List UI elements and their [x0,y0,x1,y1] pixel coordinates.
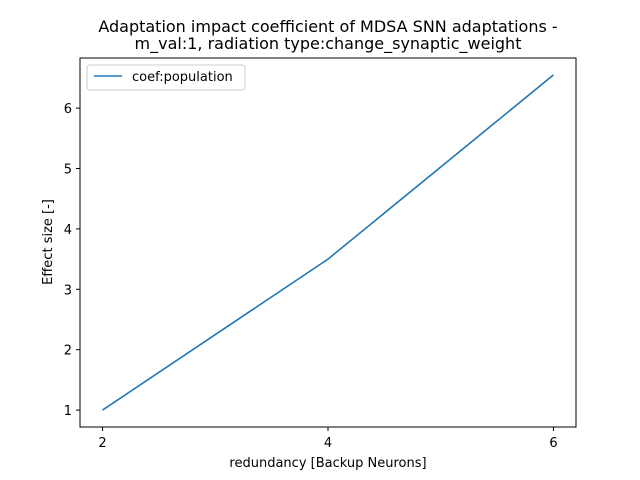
series-line-coef-population [102,74,554,411]
legend-box [86,64,246,91]
x-tick-label: 6 [549,436,557,451]
y-axis-label: Effect size [-] [41,199,56,285]
y-tick-label: 3 [64,283,72,298]
y-tick-label: 2 [64,344,72,359]
y-tick-label: 4 [64,223,72,238]
x-axis-ticks: 2 4 6 [98,427,558,451]
y-tick-label: 5 [64,163,72,178]
x-tick-label: 2 [98,436,106,451]
legend-label-coef-population: coef:population [132,70,233,85]
legend: coef:population [86,64,246,91]
x-tick-label: 4 [324,436,332,451]
chart-title-line-2: m_val:1, radiation type:change_synaptic_… [135,34,522,54]
plot-frame [79,57,577,428]
y-tick-label: 1 [64,404,72,419]
y-axis-ticks: 1 2 3 4 5 6 [64,102,80,419]
plot-area [102,74,554,411]
chart-title-line-1: Adaptation impact coefficient of MDSA SN… [98,17,557,36]
x-axis-label: redundancy [Backup Neurons] [229,456,426,471]
y-tick-label: 6 [64,102,72,117]
